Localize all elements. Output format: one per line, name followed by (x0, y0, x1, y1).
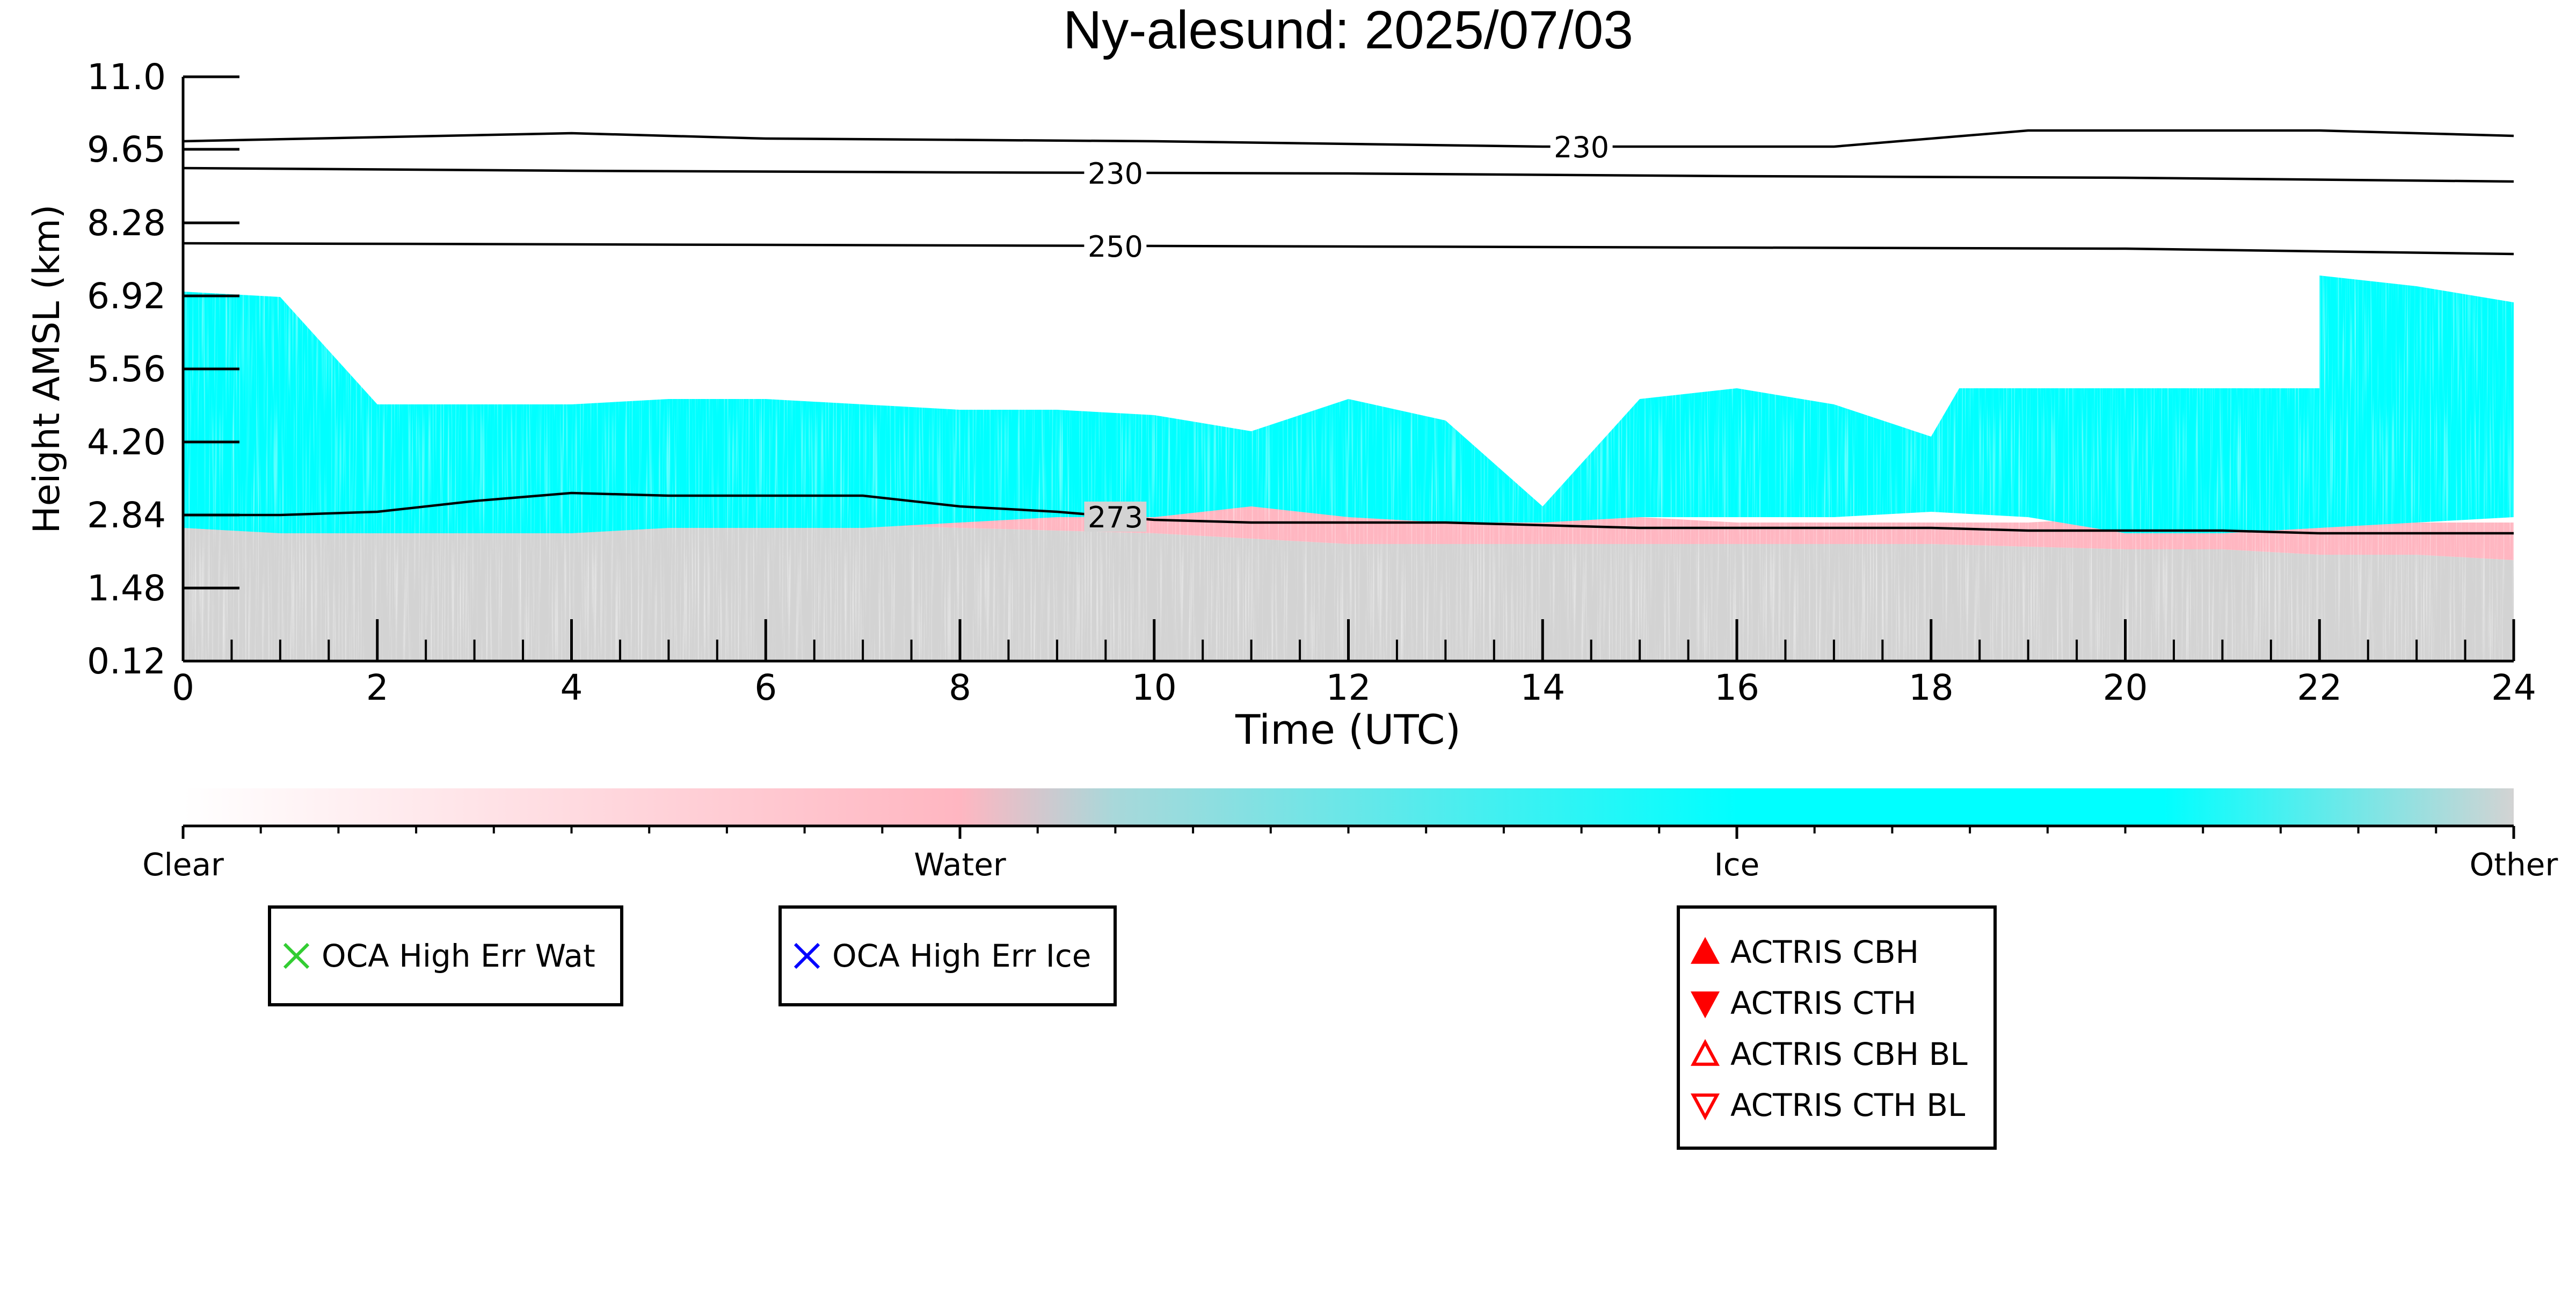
x-tick-label-3: 6 (754, 667, 777, 708)
x-axis-label: Time (UTC) (1235, 706, 1461, 753)
legend-item-label: OCA High Err Ice (832, 938, 1091, 974)
y-axis-label: Height AMSL (km) (26, 205, 68, 534)
x-tick-label-5: 10 (1132, 667, 1177, 708)
triangle-up-filled-icon (1690, 937, 1720, 964)
contour-label-2: 250 (1088, 230, 1143, 264)
y-tick-label-1: 1.48 (87, 568, 166, 609)
y-tick-label-6: 8.28 (87, 202, 166, 244)
x-tick-label-1: 2 (366, 667, 389, 708)
y-axis: 0.12 1.48 2.84 4.20 5.56 6.92 8.28 9.65 11.0 (87, 56, 239, 682)
y-tick-label-8: 11.0 (87, 56, 166, 98)
contour-label-0: 230 (1554, 130, 1609, 164)
x-axis: 0 2 4 6 8 10 12 14 16 18 20 22 24 (172, 619, 2536, 708)
colorbar: Clear Water Ice Other (142, 788, 2558, 883)
legend-item-label: OCA High Err Wat (322, 938, 595, 974)
temperature-contour-labels: 230 230 250 273 (1084, 130, 1613, 534)
triangle-down-open-icon (1690, 1093, 1720, 1121)
legend-item-label: ACTRIS CTH (1730, 985, 1917, 1021)
legend-item-label: ACTRIS CTH BL (1730, 1087, 1965, 1123)
legend-box-0: OCA High Err Wat (268, 905, 623, 1006)
streak-texture (183, 77, 2514, 661)
y-tick-label-3: 4.20 (87, 422, 166, 463)
x-tick-label-9: 18 (1909, 667, 1954, 708)
contour-label-3: 273 (1088, 501, 1143, 534)
contour-line-250-2 (183, 242, 2514, 256)
y-tick-label-7: 9.65 (87, 129, 166, 170)
x-mark-icon (794, 942, 820, 969)
x-tick-label-12: 24 (2491, 667, 2536, 708)
contour-label-bg-1 (1084, 157, 1147, 188)
y-tick-label-5: 6.92 (87, 275, 166, 317)
triangle-up-open-icon (1690, 1039, 1720, 1066)
x-tick-label-4: 8 (949, 667, 971, 708)
colorbar-label-water: Water (914, 846, 1006, 883)
legend-frame (778, 905, 1117, 1006)
colorbar-gradient (183, 788, 2514, 826)
colorbar-label-ice: Ice (1714, 846, 1760, 883)
x-tick-label-2: 4 (561, 667, 583, 708)
x-tick-label-7: 14 (1520, 667, 1565, 708)
legend-frame (268, 905, 623, 1006)
legend-box-1: OCA High Err Ice (778, 905, 1117, 1006)
contour-line-230-0 (183, 129, 2514, 148)
contour-line-273-3 (183, 491, 2514, 535)
legend-frame (1677, 905, 1997, 1150)
y-tick-label-2: 2.84 (87, 495, 166, 536)
legends: OCA High Err Wat OCA High Err Ice ACTRIS C… (268, 905, 1997, 1150)
legend-item-label: ACTRIS CBH BL (1730, 1036, 1968, 1072)
contour-line-230-1 (183, 166, 2514, 183)
y-tick-label-0: 0.12 (87, 641, 166, 682)
contour-label-bg-2 (1084, 230, 1147, 261)
colorbar-label-clear: Clear (142, 846, 224, 883)
temperature-contours (183, 129, 2514, 535)
x-tick-label-0: 0 (172, 667, 194, 708)
y-tick-label-4: 5.56 (87, 349, 166, 390)
chart-title: Ny-alesund: 2025/07/03 (1063, 0, 1633, 60)
contour-label-bg-0 (1550, 132, 1613, 162)
legend-box-2: ACTRIS CBH ACTRIS CTH ACTRIS CBH BL ACTRIS … (1677, 905, 1997, 1150)
classification-layers (183, 77, 2514, 661)
x-tick-label-8: 16 (1714, 667, 1759, 708)
legend-item-label: ACTRIS CBH (1730, 934, 1919, 970)
triangle-down-filled-icon (1690, 991, 1720, 1019)
colorbar-label-other: Other (2470, 846, 2558, 883)
x-tick-label-6: 12 (1326, 667, 1371, 708)
x-tick-label-11: 22 (2297, 667, 2342, 708)
contour-label-bg-3 (1084, 502, 1147, 532)
contour-label-1: 230 (1088, 157, 1143, 191)
x-tick-label-10: 20 (2103, 667, 2148, 708)
x-mark-icon (283, 942, 310, 969)
